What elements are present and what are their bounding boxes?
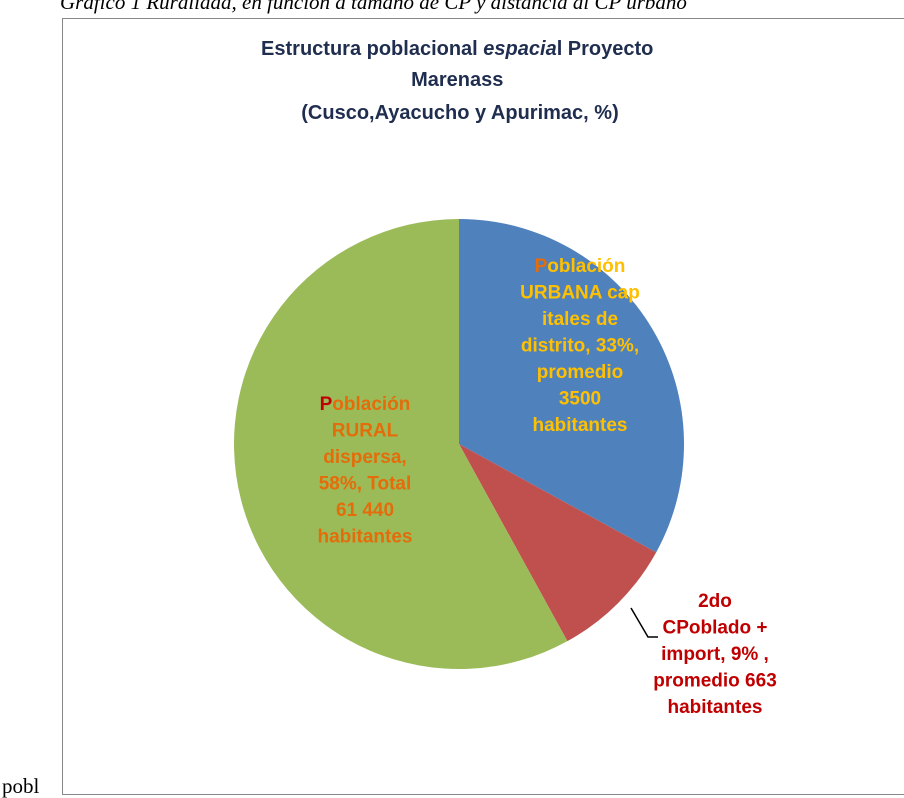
slice-label: distrito, 33%, (521, 336, 639, 357)
caption: Gráfico 1 Ruralidad, en función a tamaño… (60, 0, 687, 14)
slice-label: 2do (698, 591, 732, 612)
slice-label: RURAL (332, 421, 399, 442)
slice-label: import, 9% , (661, 644, 769, 665)
slice-label: 3500 (559, 389, 601, 410)
slice-label: promedio (537, 362, 624, 383)
slice-label: habitantes (532, 415, 627, 436)
pie-slice (459, 219, 684, 553)
slice-label: habitantes (317, 527, 412, 548)
leader-line (630, 607, 658, 638)
pie-slice (459, 444, 657, 642)
slice-label: Población (535, 256, 626, 277)
title-part: Estructura poblacional (261, 38, 483, 60)
slice-label: habitantes (667, 697, 762, 718)
slice-label: 58%, Total (319, 474, 412, 495)
slice-label: 61 440 (336, 500, 394, 521)
slice-label: Población (320, 394, 411, 415)
title-part: Marenass (411, 69, 503, 91)
title-part: (Cusco,Ayacucho y Apurimac, %) (301, 102, 618, 124)
chart-title: Estructura poblacional espacial Proyecto… (261, 38, 659, 124)
slice-label: itales de (542, 309, 618, 330)
title-part: l Proyecto (557, 38, 654, 60)
slice-label: CPoblado + (662, 618, 767, 639)
slice-label: URBANA cap (520, 283, 640, 304)
footer-text: pobl (2, 774, 40, 798)
pie-slice (234, 219, 568, 669)
slice-label: dispersa, (323, 447, 406, 468)
slice-label: promedio 663 (653, 671, 777, 692)
title-part: espacia (483, 38, 556, 60)
